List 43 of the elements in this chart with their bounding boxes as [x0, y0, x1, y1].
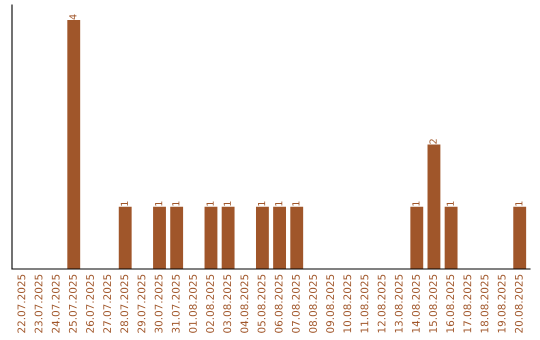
data-label: 1: [258, 201, 266, 206]
x-tick-label: 10.08.2025: [343, 274, 352, 332]
x-tick-label: 07.08.2025: [292, 274, 300, 333]
x-tick-label: 19.08.2025: [498, 274, 506, 332]
data-label: 1: [412, 201, 420, 206]
x-tick-label: 20.08.2025: [514, 274, 523, 333]
data-label: 1: [172, 201, 180, 206]
x-tick-label: 01.08.2025: [188, 274, 197, 333]
x-tick-label: 30.07.2025: [154, 274, 163, 333]
x-tick-label: 05.08.2025: [258, 274, 266, 333]
x-tick-label: 25.07.2025: [68, 274, 77, 333]
data-label: 1: [292, 201, 300, 206]
x-tick-label: 09.08.2025: [326, 274, 334, 333]
data-label: 1: [446, 201, 454, 206]
x-tick-label: 02.08.2025: [206, 274, 214, 333]
x-tick-label: 14.08.2025: [412, 274, 420, 332]
x-tick-label: 26.07.2025: [86, 274, 94, 333]
x-tick-label: 08.08.2025: [309, 274, 317, 333]
data-label: 1: [515, 201, 522, 206]
data-label: 2: [429, 139, 437, 144]
x-tick-label: 16.08.2025: [446, 274, 454, 332]
data-label: 1: [275, 201, 282, 206]
data-label: 1: [206, 201, 214, 206]
x-tick-label: 17.08.2025: [463, 274, 472, 332]
x-tick-label: 18.08.2025: [480, 274, 488, 332]
x-tick-label: 29.07.2025: [138, 274, 146, 333]
x-tick-label: 28.07.2025: [120, 274, 128, 333]
data-label: 1: [155, 201, 162, 206]
x-tick-label: 04.08.2025: [240, 274, 248, 333]
x-tick-label: 13.08.2025: [394, 274, 403, 332]
x-tick-label: 12.08.2025: [378, 274, 386, 332]
x-tick-label: 27.07.2025: [103, 274, 112, 333]
x-tick-label: 15.08.2025: [429, 274, 437, 332]
x-tick-label: 24.07.2025: [52, 274, 60, 333]
x-tick-label: 11.08.2025: [360, 274, 368, 332]
data-label: 1: [224, 201, 231, 206]
x-tick-label: 03.08.2025: [223, 274, 232, 333]
x-tick-label: 31.07.2025: [172, 274, 180, 333]
data-label: 1: [120, 201, 128, 206]
x-tick-label: 06.08.2025: [274, 274, 283, 333]
data-label: 4: [69, 14, 76, 20]
x-tick-label: 22.07.2025: [17, 274, 26, 333]
x-tick-label: 23.07.2025: [34, 274, 42, 333]
